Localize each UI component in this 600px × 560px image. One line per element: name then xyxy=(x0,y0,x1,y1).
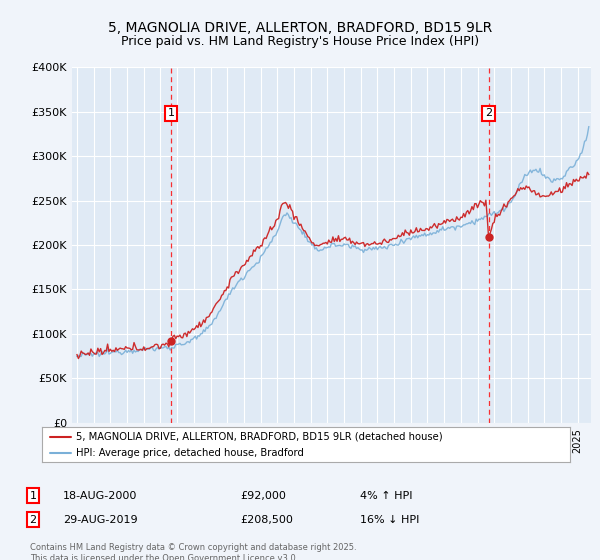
Text: Price paid vs. HM Land Registry's House Price Index (HPI): Price paid vs. HM Land Registry's House … xyxy=(121,35,479,48)
Text: 29-AUG-2019: 29-AUG-2019 xyxy=(63,515,137,525)
Text: 5, MAGNOLIA DRIVE, ALLERTON, BRADFORD, BD15 9LR (detached house): 5, MAGNOLIA DRIVE, ALLERTON, BRADFORD, B… xyxy=(76,432,443,442)
Text: HPI: Average price, detached house, Bradford: HPI: Average price, detached house, Brad… xyxy=(76,447,304,458)
Text: Contains HM Land Registry data © Crown copyright and database right 2025.
This d: Contains HM Land Registry data © Crown c… xyxy=(30,543,356,560)
Text: £208,500: £208,500 xyxy=(240,515,293,525)
Text: 2: 2 xyxy=(29,515,37,525)
Text: 2: 2 xyxy=(485,109,492,118)
Text: 18-AUG-2000: 18-AUG-2000 xyxy=(63,491,137,501)
Text: £92,000: £92,000 xyxy=(240,491,286,501)
Text: 16% ↓ HPI: 16% ↓ HPI xyxy=(360,515,419,525)
Text: 1: 1 xyxy=(167,109,175,118)
Text: 4% ↑ HPI: 4% ↑ HPI xyxy=(360,491,413,501)
Text: 5, MAGNOLIA DRIVE, ALLERTON, BRADFORD, BD15 9LR: 5, MAGNOLIA DRIVE, ALLERTON, BRADFORD, B… xyxy=(108,21,492,35)
Text: 1: 1 xyxy=(29,491,37,501)
